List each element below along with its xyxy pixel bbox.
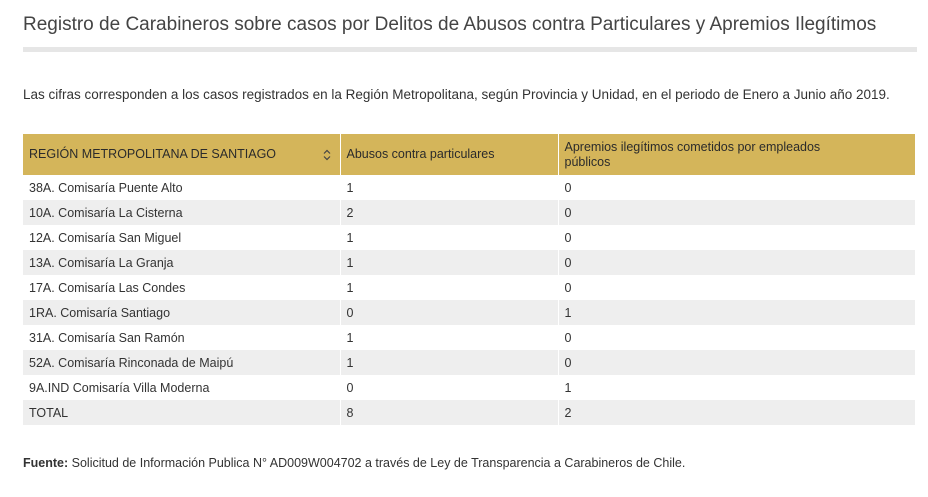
cell-apremios: 0 (558, 350, 915, 375)
cell-apremios: 0 (558, 250, 915, 275)
table-header: REGIÓN METROPOLITANA DE SANTIAGO Abusos … (23, 134, 915, 175)
table-row: 1RA. Comisaría Santiago 0 1 (23, 300, 915, 325)
cell-unit: 1RA. Comisaría Santiago (23, 300, 341, 325)
cell-abusos: 1 (340, 175, 559, 200)
cell-total-abusos: 8 (340, 400, 559, 425)
cell-unit: 38A. Comisaría Puente Alto (23, 175, 341, 200)
cell-abusos: 1 (340, 325, 559, 350)
table-row: 17A. Comisaría Las Condes 1 0 (23, 275, 915, 300)
cell-apremios: 0 (558, 200, 915, 225)
data-table: REGIÓN METROPOLITANA DE SANTIAGO Abusos … (23, 134, 915, 425)
cell-unit: 12A. Comisaría San Miguel (23, 225, 341, 250)
sort-icon[interactable] (322, 148, 332, 162)
cell-apremios: 0 (558, 225, 915, 250)
intro-text: Las cifras corresponden a los casos regi… (23, 87, 890, 102)
cell-abusos: 1 (340, 225, 559, 250)
table-header-row: REGIÓN METROPOLITANA DE SANTIAGO Abusos … (23, 134, 915, 175)
source-text: Solicitud de Información Publica N° AD00… (71, 456, 686, 470)
cell-unit: 17A. Comisaría Las Condes (23, 275, 341, 300)
column-header-apremios-label: Apremios ilegítimos cometidos por emplea… (564, 139, 821, 169)
table-row: 9A.IND Comisaría Villa Moderna 0 1 (23, 375, 915, 400)
cell-apremios: 1 (558, 300, 915, 325)
cell-unit: 52A. Comisaría Rinconada de Maipú (23, 350, 341, 375)
column-header-region-label: REGIÓN METROPOLITANA DE SANTIAGO (29, 147, 277, 161)
cell-abusos: 0 (340, 375, 559, 400)
table-row: 10A. Comisaría La Cisterna 2 0 (23, 200, 915, 225)
table-row: 13A. Comisaría La Granja 1 0 (23, 250, 915, 275)
column-header-region[interactable]: REGIÓN METROPOLITANA DE SANTIAGO (23, 134, 341, 175)
cell-unit: 10A. Comisaría La Cisterna (23, 200, 341, 225)
table-body: 38A. Comisaría Puente Alto 1 0 10A. Comi… (23, 175, 915, 425)
source-label: Fuente: (23, 456, 69, 470)
cell-abusos: 1 (340, 275, 559, 300)
column-header-abusos[interactable]: Abusos contra particulares (340, 134, 559, 175)
cell-apremios: 0 (558, 325, 915, 350)
page-title: Registro de Carabineros sobre casos por … (23, 14, 877, 35)
cell-unit: 31A. Comisaría San Ramón (23, 325, 341, 350)
table-row: 12A. Comisaría San Miguel 1 0 (23, 225, 915, 250)
cell-apremios: 1 (558, 375, 915, 400)
table-row-total: TOTAL 8 2 (23, 400, 915, 425)
cell-abusos: 1 (340, 250, 559, 275)
cell-abusos: 0 (340, 300, 559, 325)
cell-abusos: 2 (340, 200, 559, 225)
cell-unit: 13A. Comisaría La Granja (23, 250, 341, 275)
table-row: 31A. Comisaría San Ramón 1 0 (23, 325, 915, 350)
cell-total-label: TOTAL (23, 400, 341, 425)
cell-abusos: 1 (340, 350, 559, 375)
title-divider (23, 47, 917, 52)
cell-apremios: 0 (558, 175, 915, 200)
cell-apremios: 0 (558, 275, 915, 300)
cell-unit: 9A.IND Comisaría Villa Moderna (23, 375, 341, 400)
column-header-apremios[interactable]: Apremios ilegítimos cometidos por emplea… (558, 134, 915, 175)
table-row: 52A. Comisaría Rinconada de Maipú 1 0 (23, 350, 915, 375)
cell-total-apremios: 2 (558, 400, 915, 425)
source-note: Fuente: Solicitud de Información Publica… (23, 456, 685, 470)
table-row: 38A. Comisaría Puente Alto 1 0 (23, 175, 915, 200)
column-header-abusos-label: Abusos contra particulares (346, 147, 495, 161)
